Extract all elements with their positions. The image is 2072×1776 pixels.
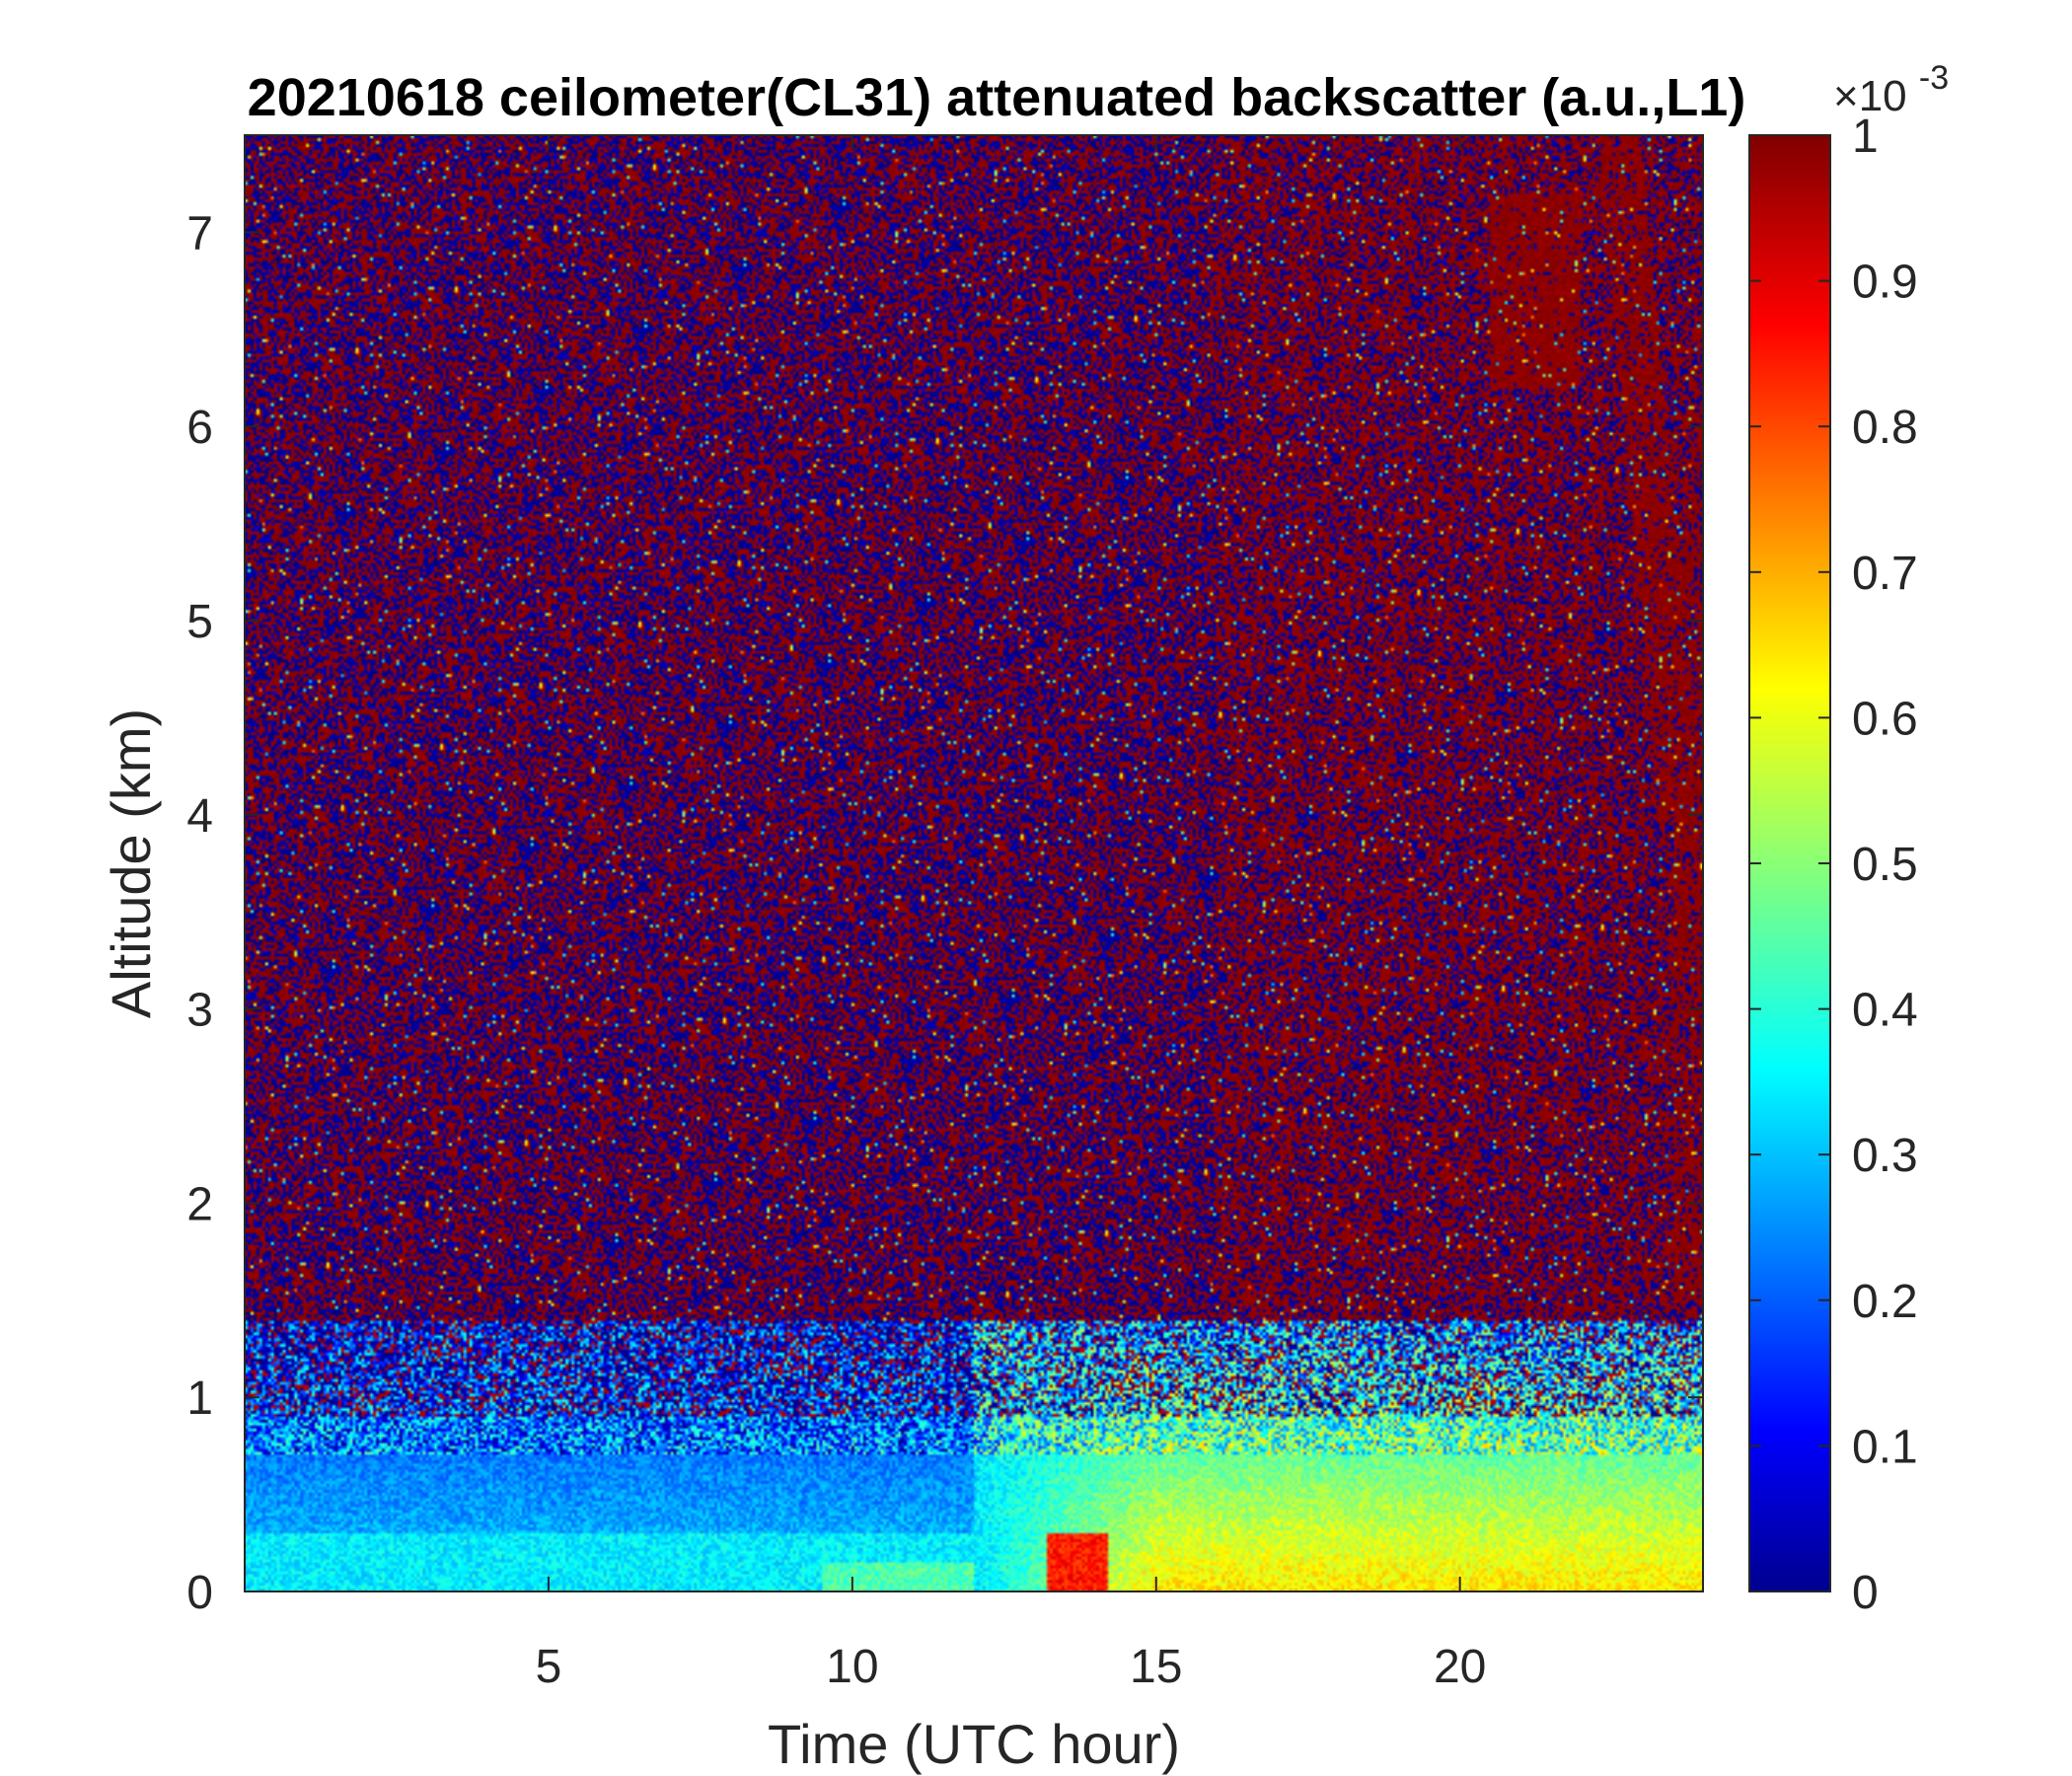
colorbar-tick-label: 0.5 xyxy=(1852,839,1918,891)
colorbar-tick-label: 0.3 xyxy=(1852,1130,1918,1182)
y-tick-label: 5 xyxy=(186,596,213,648)
x-tick-label: 15 xyxy=(1130,1641,1182,1693)
colorbar-gradient xyxy=(1748,134,1831,1592)
plot-frame xyxy=(244,134,1704,1592)
backscatter-heatmap xyxy=(245,135,1703,1591)
colorbar-multiplier-exponent: -3 xyxy=(1919,59,1949,97)
y-tick-label: 0 xyxy=(186,1567,213,1619)
colorbar-tick-label: 0.9 xyxy=(1852,257,1918,309)
heatmap-plot-area xyxy=(244,134,1704,1592)
x-axis: 5 10 15 20 xyxy=(536,135,1486,1693)
y-tick-label: 7 xyxy=(186,207,213,259)
colorbar-tick-label: 1 xyxy=(1852,111,1879,163)
colorbar-multiplier: ×10 -3 xyxy=(1833,59,1949,120)
x-tick-label: 5 xyxy=(536,1641,562,1693)
y-tick-label: 3 xyxy=(186,985,213,1037)
x-tick-label: 20 xyxy=(1434,1641,1486,1693)
y-axis: 0 1 2 3 4 5 6 7 xyxy=(186,207,1703,1619)
colorbar-tick-label: 0.2 xyxy=(1852,1276,1918,1328)
colorbar-ticks: 0 0.1 0.2 0.3 0.4 0.5 0.6 0.7 0.8 0.9 1 xyxy=(1749,111,1918,1619)
colorbar-tick-label: 0 xyxy=(1852,1567,1879,1619)
x-tick-label: 10 xyxy=(826,1641,878,1693)
y-axis-label: Altitude (km) xyxy=(100,708,162,1018)
colorbar-tick-label: 0.7 xyxy=(1852,548,1918,600)
y-tick-label: 1 xyxy=(186,1372,213,1425)
colorbar: 0 0.1 0.2 0.3 0.4 0.5 0.6 0.7 0.8 0.9 1 ×10 -3 xyxy=(1748,59,1949,1619)
y-tick-label: 6 xyxy=(186,402,213,454)
colorbar-tick-label: 0.8 xyxy=(1852,402,1918,454)
colorbar-tick-label: 0.4 xyxy=(1852,985,1918,1037)
y-tick-label: 4 xyxy=(186,790,213,843)
colorbar-multiplier-base: ×10 xyxy=(1833,72,1907,120)
x-axis-label: Time (UTC hour) xyxy=(768,1713,1180,1775)
colorbar-tick-label: 0.1 xyxy=(1852,1421,1918,1473)
colorbar-tick-label: 0.6 xyxy=(1852,693,1918,745)
chart-title: 20210618 ceilometer(CL31) attenuated bac… xyxy=(248,68,1746,127)
y-tick-label: 2 xyxy=(186,1178,213,1230)
